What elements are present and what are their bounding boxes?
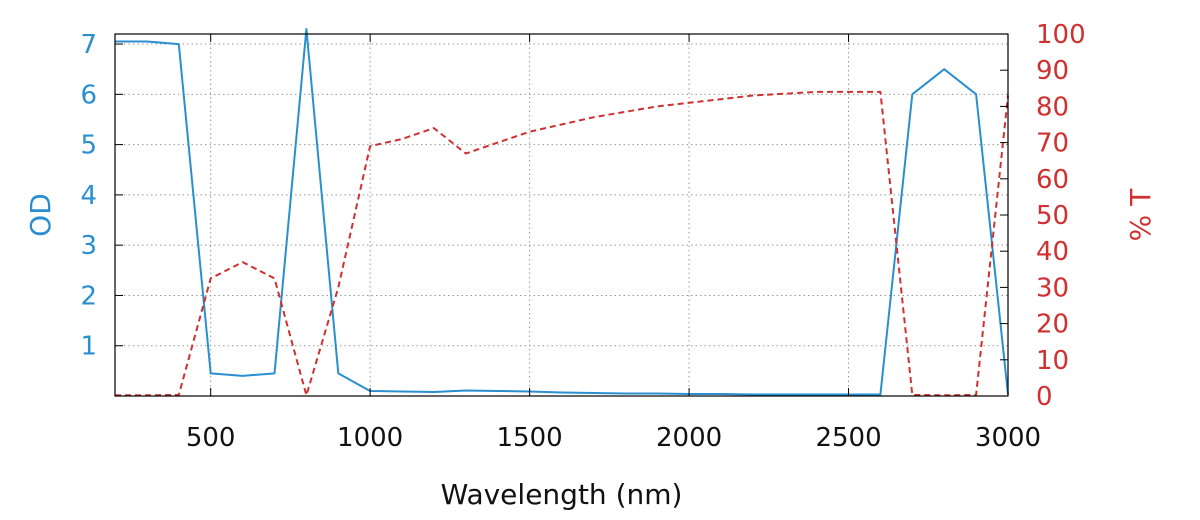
x-tick-label-3000: 3000 — [975, 423, 1041, 453]
series-group — [115, 28, 1009, 397]
y2-tick-label-60: 60 — [1036, 165, 1069, 195]
y-tick-label-3: 3 — [80, 231, 97, 261]
y2-tick-label-90: 90 — [1036, 56, 1069, 86]
series-line-od — [115, 28, 1009, 396]
y2-tick-label-80: 80 — [1036, 92, 1069, 122]
x-axis-title: Wavelength (nm) — [441, 478, 683, 511]
x-tick-label-500: 500 — [186, 423, 236, 453]
y-tick-label-4: 4 — [80, 181, 97, 211]
grid-lines — [115, 34, 1008, 396]
y-axis-title-od: OD — [24, 193, 57, 237]
y-tick-label-7: 7 — [80, 30, 97, 60]
y-tick-label-1: 1 — [80, 332, 97, 362]
x-tick-label-1000: 1000 — [337, 423, 403, 453]
tick-labels-group: 500 1000 1500 2000 2500 300012345670102030405… — [80, 20, 1085, 453]
y2-tick-label-50: 50 — [1036, 201, 1069, 231]
y2-tick-label-40: 40 — [1036, 237, 1069, 267]
x-tick-label-2500: 2500 — [815, 423, 881, 453]
y2-tick-label-10: 10 — [1036, 346, 1069, 376]
y2-tick-label-20: 20 — [1036, 310, 1069, 340]
x-tick-label-2000: 2000 — [656, 423, 722, 453]
y2-tick-label-0: 0 — [1036, 382, 1053, 412]
y-tick-label-2: 2 — [80, 281, 97, 311]
y-tick-label-6: 6 — [80, 80, 97, 110]
ticks-group — [115, 33, 1009, 397]
x-tick-label-1500: 1500 — [497, 423, 563, 453]
y2-tick-label-70: 70 — [1036, 129, 1069, 159]
y2-tick-label-100: 100 — [1036, 20, 1086, 50]
y2-tick-label-30: 30 — [1036, 273, 1069, 303]
series-line-transmission — [115, 90, 1009, 397]
y2-axis-title-transmission: % T — [1124, 188, 1157, 242]
y-tick-label-5: 5 — [80, 131, 97, 161]
